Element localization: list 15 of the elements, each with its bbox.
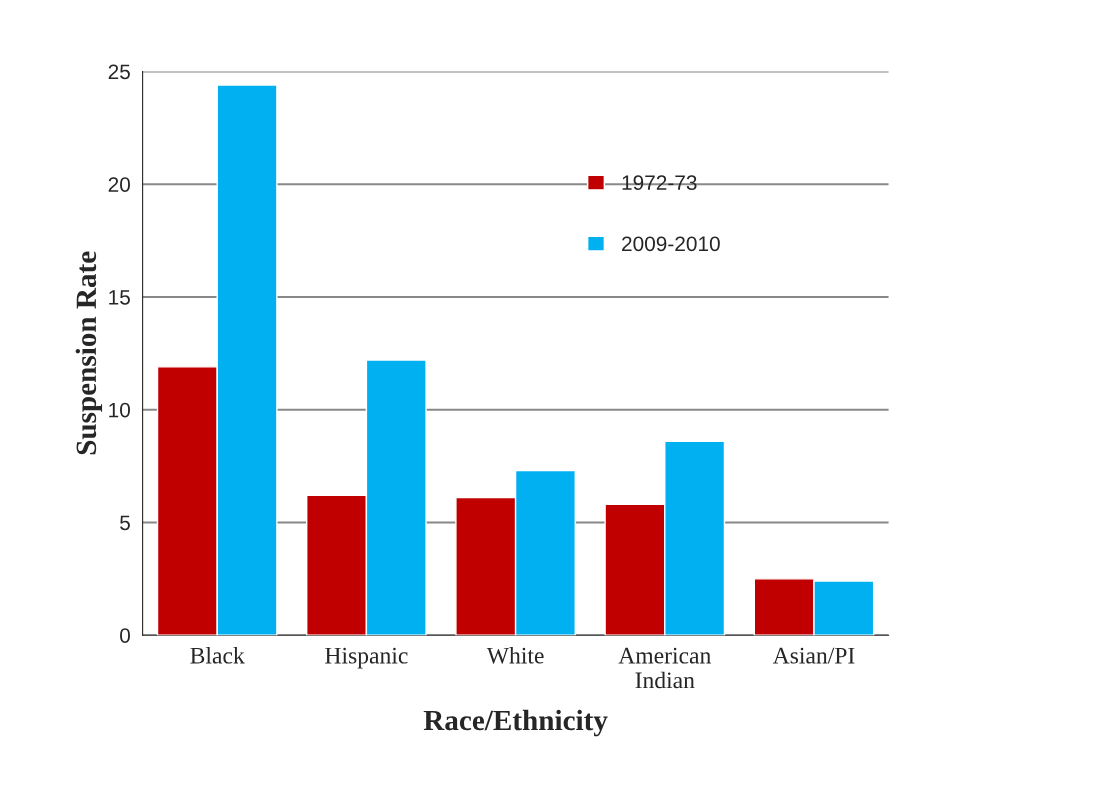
y-tick-label: 25 (108, 64, 130, 80)
y-axis-title: Suspension Rate (75, 251, 103, 455)
y-tick-label: 5 (120, 515, 130, 531)
y-tick-label: 15 (109, 290, 130, 305)
y-tick-label: 20 (108, 177, 130, 192)
legend-label: 1972-73 (622, 175, 697, 191)
x-tick-label: Black (190, 647, 245, 664)
y-tick-label: 10 (109, 402, 130, 418)
x-tick-label: Hispanic (325, 647, 408, 669)
x-tick-label: Asian/PI (772, 647, 855, 664)
x-tick-label: American Indian (618, 647, 711, 689)
y-tick-label: 0 (120, 628, 130, 643)
x-tick-label: White (486, 647, 544, 664)
x-axis-title: Race/Ethnicity (423, 709, 608, 737)
legend-label: 2009-2010 (622, 236, 720, 252)
